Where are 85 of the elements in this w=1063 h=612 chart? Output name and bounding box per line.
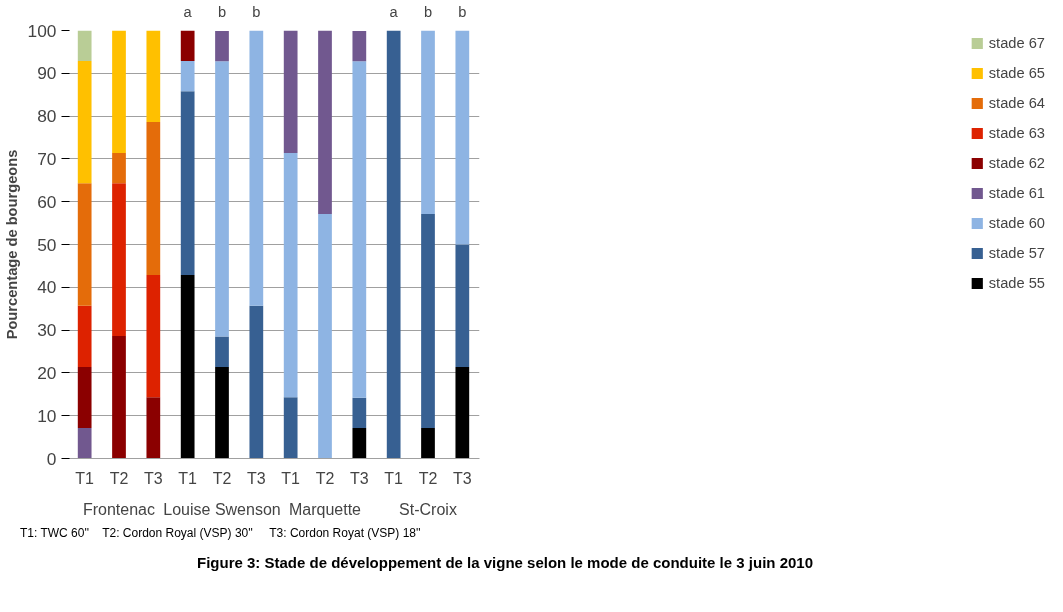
text: a xyxy=(183,3,193,20)
legend-label: stade 61 xyxy=(988,185,1045,201)
x-tick-label: T3 xyxy=(247,469,266,487)
x-tick-label: T2 xyxy=(212,469,232,487)
legend-label: stade 64 xyxy=(988,95,1045,111)
text: Louise Swenson xyxy=(163,500,281,518)
x-tick-label: T2 xyxy=(418,469,438,487)
y-axis-title: Pourcentage de bourgeons xyxy=(3,149,20,340)
bar xyxy=(318,30,332,215)
bar xyxy=(421,214,435,429)
bar xyxy=(386,30,401,459)
bar xyxy=(283,152,298,398)
x-tick-label: T3 xyxy=(350,469,369,487)
bar xyxy=(180,91,195,275)
y-tick-label: 80 xyxy=(37,106,57,127)
y-tick-label: 20 xyxy=(37,362,57,383)
x-tick-label: T1 xyxy=(178,469,198,487)
bar xyxy=(352,30,367,62)
y-tick-label: 0 xyxy=(46,448,57,469)
bar xyxy=(249,305,264,459)
y-tick-label: 70 xyxy=(37,148,57,169)
bar xyxy=(77,60,92,184)
bar xyxy=(77,305,92,367)
bar xyxy=(112,30,126,153)
bar xyxy=(215,336,229,367)
legend-label: stade 60 xyxy=(988,215,1045,231)
x-tick-label: T2 xyxy=(315,469,335,487)
bar xyxy=(146,397,161,459)
y-tick-label: 100 xyxy=(27,20,57,41)
legend-label: stade 57 xyxy=(988,245,1045,261)
x-tick-label: T3 xyxy=(144,469,163,487)
legend-label: stade 65 xyxy=(988,65,1045,81)
text: Figure 3: Stade de développement de la vigne selon le mode de conduite le 3 juin 2010 xyxy=(197,553,813,574)
x-tick-label: T1 xyxy=(75,469,95,487)
x-tick-label: T1 xyxy=(384,469,404,487)
bar xyxy=(77,366,92,429)
bar xyxy=(146,122,161,275)
bar xyxy=(112,152,126,184)
bar xyxy=(112,183,126,337)
legend-label: stade 55 xyxy=(988,275,1045,291)
bar xyxy=(180,30,195,61)
text: Frontenac xyxy=(82,500,156,518)
x-tick-label: T3 xyxy=(453,469,472,487)
bar xyxy=(180,60,195,92)
bar xyxy=(283,30,298,153)
x-tick-label: T1 xyxy=(281,469,301,487)
text: b xyxy=(423,3,433,20)
text: b xyxy=(458,3,467,20)
y-tick-label: 90 xyxy=(37,63,57,84)
bar xyxy=(77,183,92,306)
legend-label: stade 63 xyxy=(988,125,1045,141)
text: Marquette xyxy=(288,500,362,518)
bar xyxy=(421,428,435,459)
bar xyxy=(249,30,264,306)
bar xyxy=(215,61,229,337)
legend-label: stade 62 xyxy=(988,155,1045,171)
text: T1: TWC 60'' T2: Cordon Royal (VSP) 30'' T3: Cordon Royat (VSP) 18'' xyxy=(20,525,421,542)
y-tick-label: 30 xyxy=(37,320,57,341)
text: St-Croix xyxy=(399,500,457,518)
bar xyxy=(77,30,92,61)
bar xyxy=(77,428,92,459)
bar xyxy=(146,274,161,398)
text: b xyxy=(217,3,227,20)
bar xyxy=(352,397,367,429)
bar xyxy=(455,30,470,245)
x-tick-label: T2 xyxy=(109,469,129,487)
y-tick-label: 40 xyxy=(37,277,57,298)
bar xyxy=(352,428,367,459)
bar xyxy=(146,30,161,123)
text: a xyxy=(389,3,399,20)
y-tick-label: 60 xyxy=(37,191,57,212)
bar xyxy=(455,244,470,367)
bar xyxy=(215,366,229,459)
y-tick-label: 50 xyxy=(37,234,57,255)
bar xyxy=(215,30,229,62)
legend-label: stade 67 xyxy=(988,35,1045,51)
bar xyxy=(318,214,332,459)
bar xyxy=(352,61,367,398)
text: b xyxy=(252,3,261,20)
bar xyxy=(455,366,470,459)
bar xyxy=(421,30,435,215)
bar xyxy=(180,274,195,459)
bar xyxy=(112,336,126,459)
bar xyxy=(283,397,298,459)
y-tick-label: 10 xyxy=(37,405,57,426)
